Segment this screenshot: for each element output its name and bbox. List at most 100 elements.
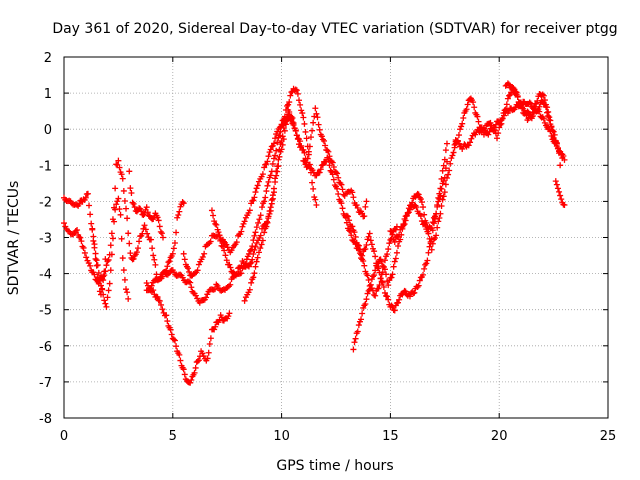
data-point	[334, 170, 341, 177]
data-point	[325, 156, 332, 163]
data-point	[208, 207, 215, 214]
data-point	[125, 230, 132, 237]
data-point	[118, 235, 125, 242]
data-point	[396, 296, 403, 303]
data-point	[107, 242, 114, 249]
data-point	[136, 205, 143, 212]
data-point	[544, 109, 551, 116]
data-point	[350, 346, 357, 353]
data-point	[367, 237, 374, 244]
data-point	[355, 322, 362, 329]
data-point	[210, 212, 217, 219]
data-point	[348, 232, 355, 239]
data-point	[474, 113, 481, 120]
data-point	[316, 126, 323, 133]
data-point	[547, 117, 554, 124]
data-point	[272, 175, 279, 182]
data-point	[293, 87, 300, 94]
data-point	[248, 259, 255, 266]
data-point	[306, 143, 313, 150]
data-point	[349, 189, 356, 196]
y-tick-label: -6	[39, 340, 52, 355]
data-point	[251, 194, 258, 201]
data-point	[557, 162, 564, 169]
data-point	[106, 251, 113, 258]
data-point	[181, 256, 188, 263]
data-point	[272, 152, 279, 159]
data-point	[352, 335, 359, 342]
data-point	[116, 206, 123, 213]
data-point	[388, 274, 395, 281]
data-point	[250, 274, 257, 281]
data-point	[148, 236, 155, 243]
data-point	[265, 178, 272, 185]
data-point	[287, 92, 294, 99]
data-point	[459, 120, 466, 127]
data-point	[252, 189, 259, 196]
data-point	[134, 245, 141, 252]
data-point	[119, 255, 126, 262]
data-point	[245, 289, 252, 296]
data-point	[259, 237, 266, 244]
data-point	[280, 124, 287, 131]
data-point	[297, 101, 304, 108]
data-point	[542, 103, 549, 110]
data-point	[281, 127, 288, 134]
data-point	[292, 86, 299, 93]
data-point	[303, 135, 310, 142]
data-point	[379, 262, 386, 269]
data-point	[276, 146, 283, 153]
series-t12	[350, 158, 450, 353]
data-point	[274, 163, 281, 170]
data-point	[500, 112, 507, 119]
data-point	[91, 271, 98, 278]
data-point	[380, 283, 387, 290]
data-point	[82, 194, 89, 201]
data-point	[299, 110, 306, 117]
data-point	[529, 113, 536, 120]
data-point	[131, 204, 138, 211]
data-point	[249, 197, 256, 204]
data-point	[141, 210, 148, 217]
y-tick-label: -5	[39, 304, 52, 319]
data-point	[560, 152, 567, 159]
data-point	[176, 351, 183, 358]
data-point	[423, 219, 430, 226]
data-point	[255, 178, 262, 185]
data-point	[351, 229, 358, 236]
data-point	[199, 253, 206, 260]
data-point	[309, 179, 316, 186]
data-point	[470, 99, 477, 106]
data-point	[471, 104, 478, 111]
data-point	[144, 209, 151, 216]
data-point	[144, 230, 151, 237]
data-point	[286, 109, 293, 116]
data-point	[192, 292, 199, 299]
data-point	[129, 199, 136, 206]
data-point	[74, 227, 81, 234]
data-point	[92, 250, 99, 257]
data-point	[188, 377, 195, 384]
data-point	[103, 303, 110, 310]
data-point	[440, 193, 447, 200]
data-point	[78, 238, 85, 245]
data-point	[312, 105, 319, 112]
data-point	[304, 155, 311, 162]
data-point	[142, 226, 149, 233]
data-point	[361, 262, 368, 269]
data-point	[105, 256, 112, 263]
data-point	[261, 198, 268, 205]
data-point	[389, 271, 396, 278]
series-t1	[61, 190, 132, 310]
data-point	[391, 238, 398, 245]
data-point	[447, 160, 454, 167]
data-point	[279, 133, 286, 140]
data-point	[439, 167, 446, 174]
series-t8	[208, 85, 320, 279]
data-point	[121, 276, 128, 283]
data-point	[171, 337, 178, 344]
data-point	[353, 202, 360, 209]
data-point	[219, 243, 226, 250]
data-point	[371, 248, 378, 255]
data-point	[504, 95, 511, 102]
